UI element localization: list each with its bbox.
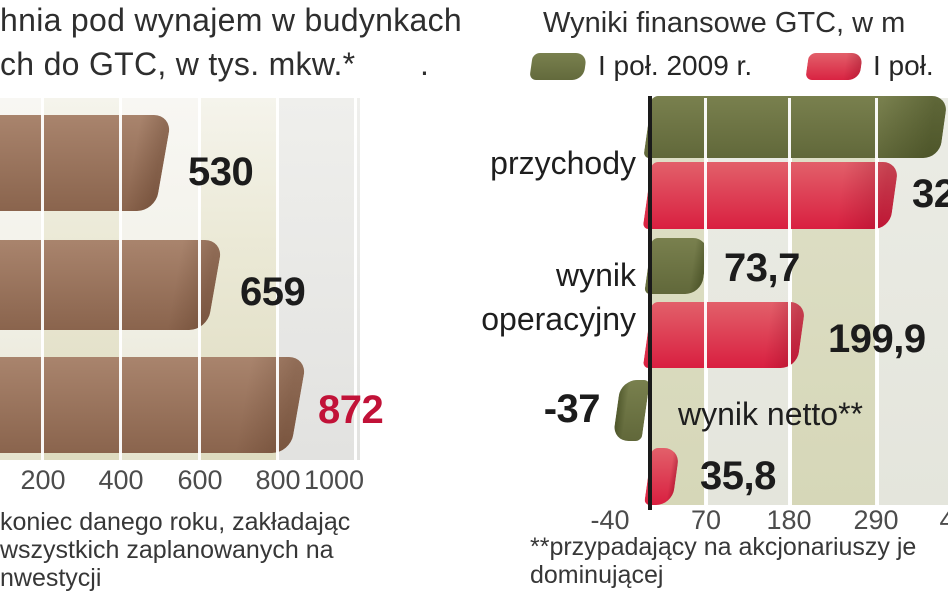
right-footnote-line: dominującej <box>530 561 664 589</box>
x-axis-tick: 180 <box>766 505 812 535</box>
zero-axis-line <box>648 96 652 510</box>
x-axis-tick: 400 <box>98 465 144 495</box>
legend-swatch-2010-icon <box>805 53 863 80</box>
bar-przychody-2009 <box>643 96 948 158</box>
title-separator-dot: . <box>420 46 429 82</box>
left-chart-title-line2: ch do GTC, w tys. mkw.* <box>0 46 356 82</box>
bar-value-label: 659 <box>240 270 306 314</box>
grid-line <box>41 98 44 460</box>
x-axis-tick: 290 <box>853 505 899 535</box>
bar-value-label: 199,9 <box>828 317 926 361</box>
bar-wynik-operacyjny-2009 <box>644 238 709 294</box>
bar-wynik-netto-2009 <box>612 380 650 441</box>
bar-value-label: 530 <box>188 150 254 194</box>
category-label-przychody: przychody <box>490 145 636 181</box>
legend-swatch-2009-icon <box>529 53 587 80</box>
category-label-wynik: wynik <box>555 257 636 293</box>
category-label-operacyjny: operacyjny <box>481 301 636 337</box>
left-bar-872 <box>0 357 308 453</box>
grid-line <box>276 98 279 460</box>
left-bar-659 <box>0 240 224 330</box>
right-plot-band <box>879 98 948 505</box>
right-chart-title: Wyniki finansowe GTC, w m <box>543 7 906 39</box>
left-chart-title-line1: hnia pod wynajem w budynkach <box>0 2 463 38</box>
x-axis-tick: 70 <box>690 505 722 535</box>
legend-label-2010: I poł. <box>873 50 934 81</box>
left-footnote-line: koniec danego roku, zakładając <box>0 508 351 536</box>
category-label-wynik-netto: wynik netto** <box>678 396 863 432</box>
grid-line <box>198 98 201 460</box>
right-footnote-line: **przypadający na akcjonariuszy je <box>530 533 917 561</box>
bar-przychody-2010 <box>642 162 899 229</box>
legend-label-2009: I poł. 2009 r. <box>598 50 753 81</box>
x-axis-tick: 400 <box>939 505 948 535</box>
bar-value-label: -37 <box>543 387 601 431</box>
bar-wynik-operacyjny-2010 <box>642 302 806 368</box>
x-axis-tick: 600 <box>177 465 223 495</box>
bar-value-label: 73,7 <box>724 246 800 290</box>
x-axis-tick: 1000 <box>303 465 365 495</box>
x-axis-tick: 800 <box>255 465 301 495</box>
bar-value-label-highlight: 872 <box>318 388 384 432</box>
x-axis-tick: 200 <box>20 465 66 495</box>
bar-value-label-clipped: 32 <box>912 172 948 216</box>
right-plot-band <box>792 98 876 505</box>
x-axis-tick: -40 <box>590 505 630 535</box>
left-footnote-line: nwestycji <box>0 564 102 592</box>
left-footnote-line: wszystkich zaplanowanych na <box>0 536 334 564</box>
left-bar-530 <box>0 115 173 211</box>
grid-line <box>354 98 357 460</box>
grid-line <box>875 98 878 505</box>
grid-line <box>704 98 707 505</box>
bar-value-label: 35,8 <box>700 454 776 498</box>
grid-line <box>788 98 791 505</box>
grid-line <box>119 98 122 460</box>
